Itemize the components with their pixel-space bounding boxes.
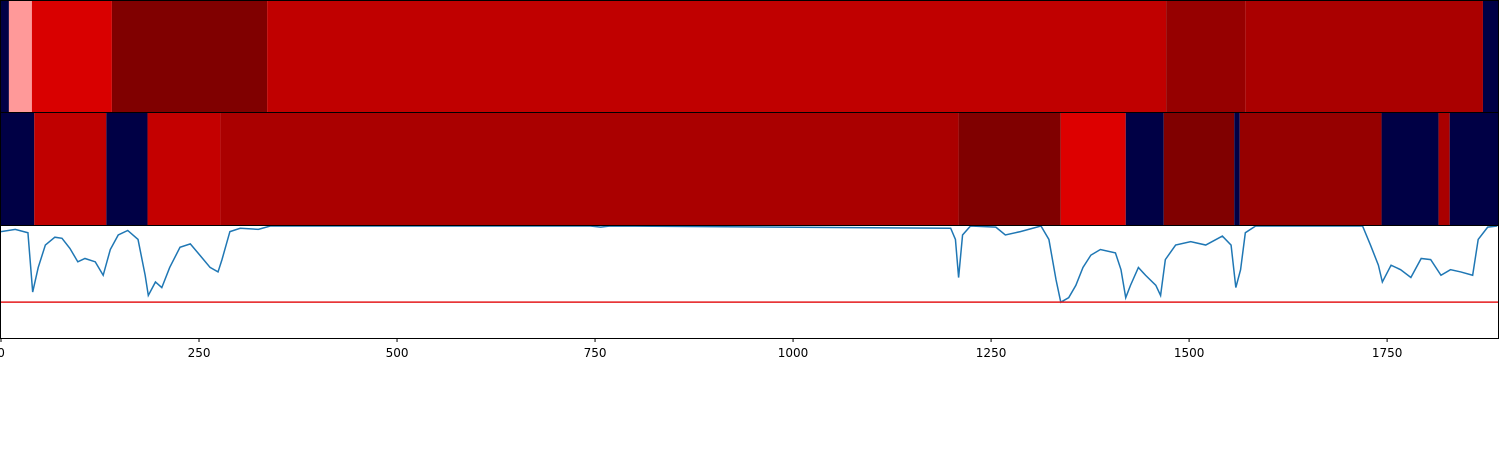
strip-segment	[220, 113, 959, 225]
x-tick-label: 1000	[778, 346, 809, 360]
strip-segment	[1166, 1, 1246, 112]
data-line	[1, 226, 1498, 304]
strip-segment	[1, 113, 35, 225]
strip-segment	[1234, 113, 1240, 225]
x-tick-label: 0	[0, 346, 5, 360]
strip-segment	[106, 113, 148, 225]
strip-segment	[111, 1, 268, 112]
strip-segment	[1438, 113, 1450, 225]
strip-segment	[1163, 113, 1235, 225]
strip-segment	[1381, 113, 1439, 225]
strip-segment	[1060, 113, 1126, 225]
strip-segment	[8, 1, 32, 112]
panel-frame	[0, 225, 1499, 339]
strip-segment	[1245, 1, 1483, 112]
strip-segment	[958, 113, 1061, 225]
x-tick-label: 1500	[1174, 346, 1205, 360]
strip-segment	[31, 1, 112, 112]
x-tick-label: 1750	[1372, 346, 1403, 360]
x-tick-label: 1250	[976, 346, 1007, 360]
strip-segment	[34, 113, 107, 225]
strip-segment	[1482, 1, 1498, 112]
x-tick-label: 750	[584, 346, 607, 360]
x-tick-label: 250	[188, 346, 211, 360]
strip-segment	[1449, 113, 1498, 225]
x-tick-label: 500	[386, 346, 409, 360]
strip-segment	[147, 113, 221, 225]
strip-segment	[1239, 113, 1382, 225]
strip-segment	[267, 1, 1167, 112]
strip-segment	[1, 1, 9, 112]
strip-segment	[1125, 113, 1164, 225]
